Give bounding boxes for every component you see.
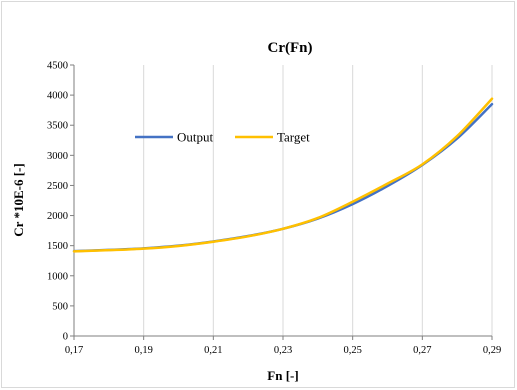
x-tick-label: 0,29 [483, 345, 501, 356]
axes [70, 64, 493, 340]
grid-lines [143, 65, 493, 336]
x-tick-label: 0,21 [204, 345, 222, 356]
y-tick-label: 3500 [47, 121, 68, 132]
x-tick-label: 0,19 [134, 345, 152, 356]
y-axis-title: Cr *10E-6 [-] [11, 163, 26, 236]
series-line-target [72, 97, 494, 253]
x-tick-label: 0,23 [274, 345, 292, 356]
y-tick-label: 1500 [47, 241, 68, 252]
x-tick-label: 0,25 [343, 345, 361, 356]
y-tick-label: 3000 [47, 151, 68, 162]
legend: Output Target [135, 130, 310, 145]
x-tick-label: 0,27 [413, 345, 431, 356]
series-lines [72, 97, 494, 253]
y-tick-labels: 0 500 1000 1500 2000 2500 3000 3500 4000 4500 [47, 61, 68, 343]
y-tick-label: 0 [63, 332, 68, 343]
legend-label-output: Output [177, 130, 214, 145]
y-tick-label: 1000 [47, 271, 68, 282]
legend-label-target: Target [277, 130, 310, 145]
y-tick-label: 2500 [47, 181, 68, 192]
x-axis-title: Fn [-] [267, 368, 298, 383]
x-tick-label: 0,17 [65, 345, 83, 356]
y-tick-label: 500 [52, 301, 68, 312]
chart-title: Cr(Fn) [268, 40, 313, 56]
y-tick-label: 2000 [47, 211, 68, 222]
y-tick-label: 4500 [47, 61, 68, 72]
y-tick-label: 4000 [47, 91, 68, 102]
x-tick-labels: 0,17 0,19 0,21 0,23 0,25 0,27 0,29 [65, 345, 501, 356]
